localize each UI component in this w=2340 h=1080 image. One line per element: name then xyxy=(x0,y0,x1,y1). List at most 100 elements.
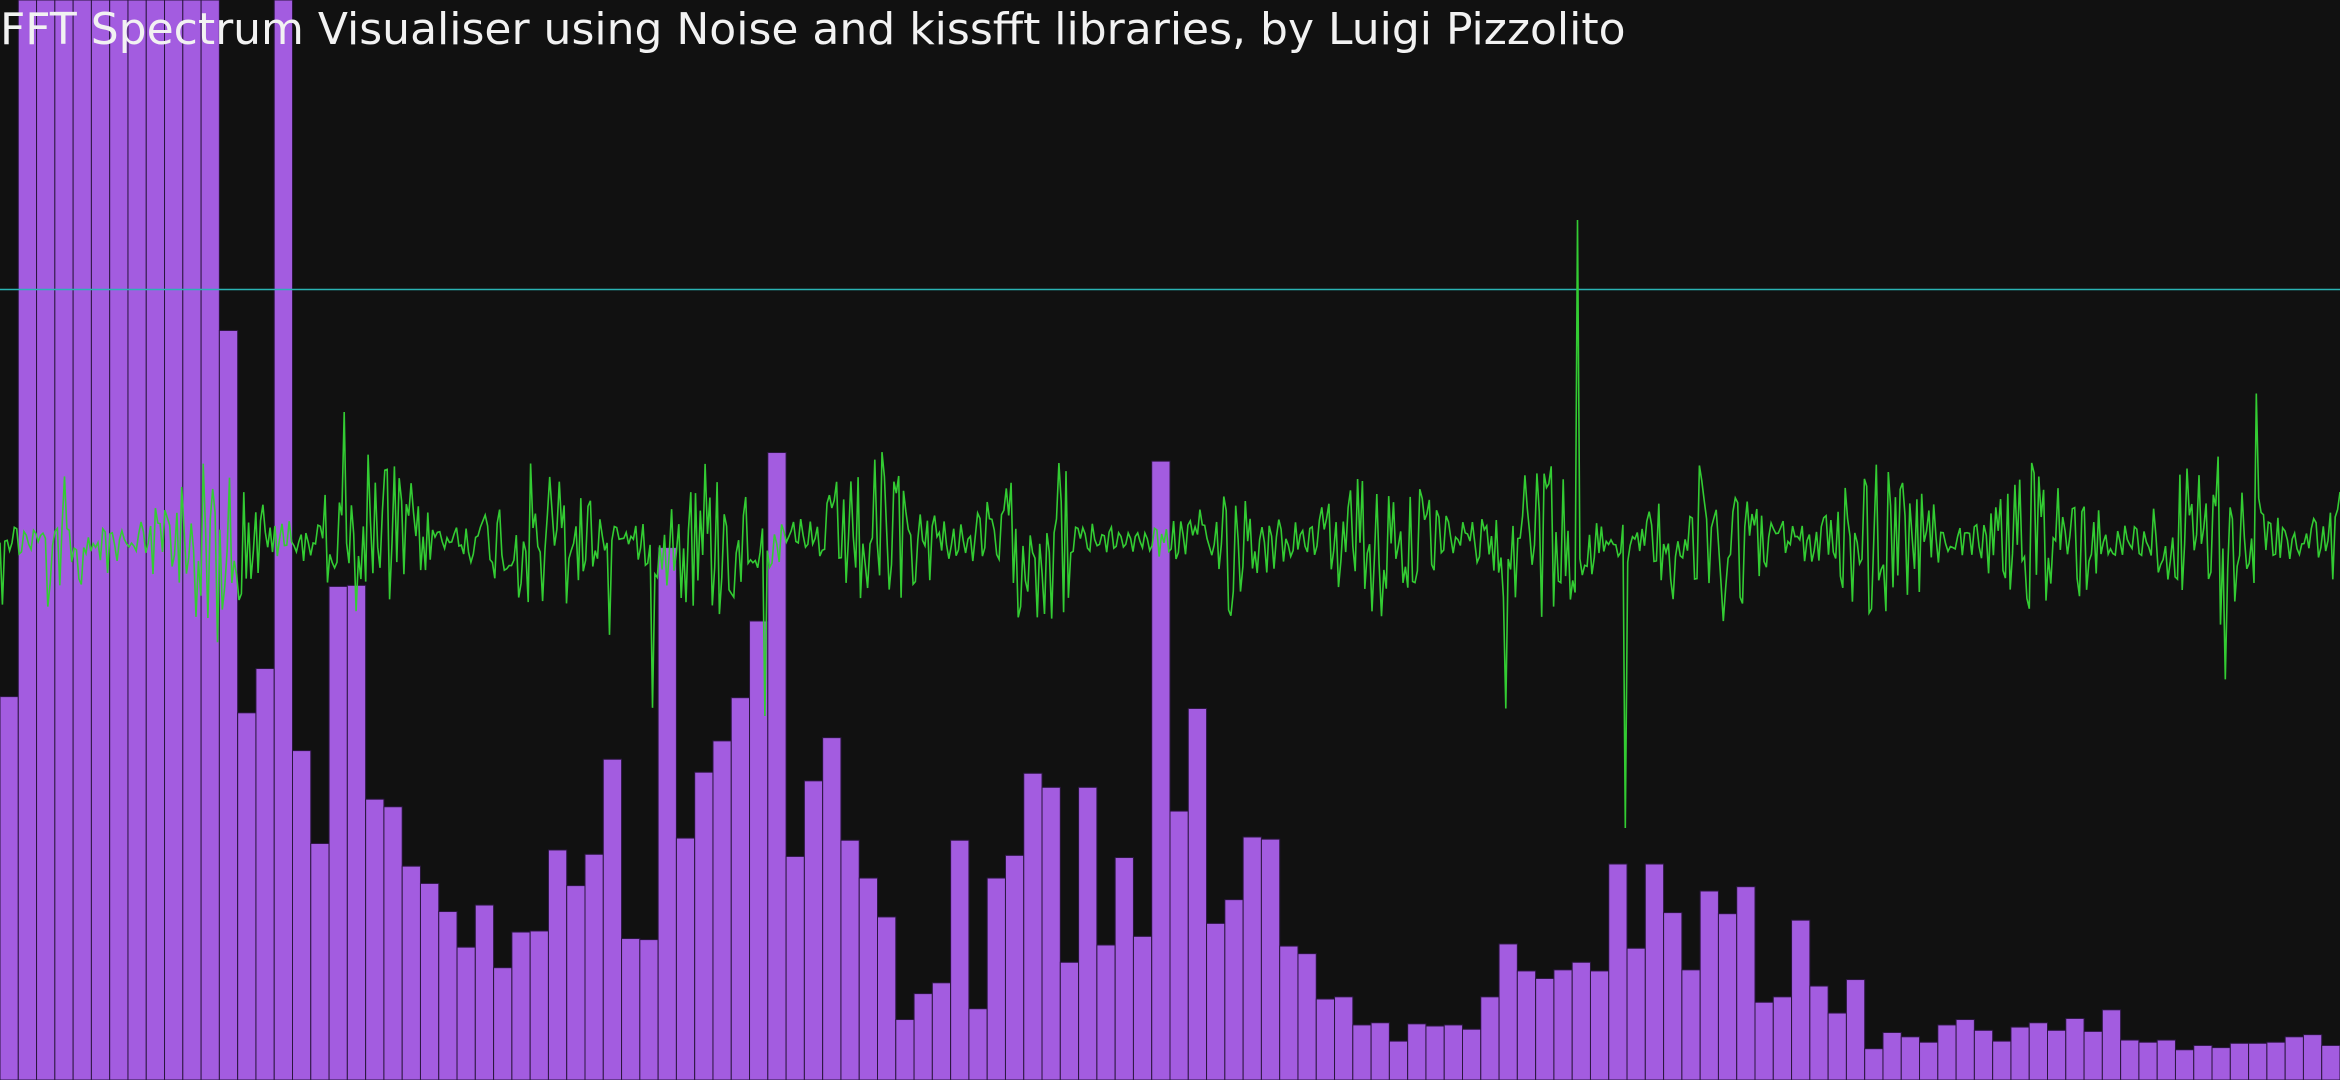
spectrum-bar xyxy=(1663,912,1683,1080)
spectrum-bar xyxy=(218,329,239,1080)
spectrum-bar xyxy=(1882,1031,1902,1080)
spectrum-bar xyxy=(1937,1024,1957,1080)
spectrum-bar xyxy=(1388,1040,1409,1080)
spectrum-bar xyxy=(1900,1036,1921,1080)
spectrum-bar xyxy=(2266,1041,2286,1080)
spectrum-bar xyxy=(1535,977,1555,1080)
spectrum-bar xyxy=(1553,969,1573,1080)
spectrum-bar xyxy=(1644,863,1665,1080)
spectrum-bar xyxy=(1315,998,1336,1080)
spectrum-bar xyxy=(1699,890,1719,1080)
spectrum-bar xyxy=(2047,1029,2067,1080)
spectrum-bar xyxy=(2211,1047,2231,1080)
spectrum-bar xyxy=(1608,863,1628,1080)
spectrum-bar xyxy=(2174,1049,2195,1080)
spectrum-bar xyxy=(931,982,952,1080)
spectrum-bar xyxy=(1041,786,1061,1080)
spectrum-bar xyxy=(456,946,476,1080)
spectrum-bar xyxy=(1132,935,1153,1080)
spectrum-bar xyxy=(529,930,549,1080)
spectrum-bar xyxy=(584,853,604,1080)
spectrum-bar xyxy=(675,837,696,1080)
spectrum-bar xyxy=(2284,1036,2304,1080)
spectrum-bar xyxy=(1023,772,1043,1080)
spectrum-bar xyxy=(1370,1022,1390,1080)
waveform-line xyxy=(0,219,2340,829)
spectrum-bar xyxy=(2229,1042,2250,1080)
spectrum-bar xyxy=(1827,1012,1847,1080)
page-title: FFT Spectrum Visualiser using Noise and … xyxy=(0,4,1626,55)
spectrum-bar xyxy=(1059,961,1080,1080)
spectrum-bar xyxy=(566,885,586,1080)
spectrum-bar xyxy=(292,750,312,1080)
spectrum-bar xyxy=(237,712,257,1080)
spectrum-bar xyxy=(2302,1034,2323,1080)
spectrum-bar xyxy=(803,780,824,1080)
spectrum-bar xyxy=(1681,969,1701,1080)
spectrum-bar xyxy=(547,849,568,1080)
spectrum-bar xyxy=(1004,854,1025,1080)
spectrum-bar xyxy=(1242,836,1262,1080)
spectrum-bar xyxy=(730,697,751,1080)
spectrum-bar xyxy=(2083,1030,2103,1080)
spectrum-bar xyxy=(1919,1041,1939,1080)
spectrum-bar xyxy=(1791,919,1811,1080)
spectrum-bar xyxy=(986,877,1006,1080)
spectrum-bar xyxy=(1809,985,1829,1080)
spectrum-bar xyxy=(822,737,842,1080)
spectrum-bar xyxy=(639,939,659,1080)
spectrum-bar xyxy=(858,877,878,1080)
spectrum-bar xyxy=(2010,1026,2030,1080)
spectrum-bar xyxy=(712,740,732,1080)
spectrum-bar xyxy=(2065,1017,2085,1080)
spectrum-bar xyxy=(474,904,495,1080)
spectrum-bar xyxy=(2248,1042,2268,1080)
spectrum-bar xyxy=(2101,1009,2122,1080)
spectrum-bar xyxy=(694,771,714,1080)
spectrum-bar xyxy=(840,839,860,1080)
spectrum-bar xyxy=(1717,913,1738,1080)
spectrum-bar xyxy=(1279,945,1299,1080)
spectrum-bar xyxy=(1096,944,1116,1080)
spectrum-bar xyxy=(1206,922,1226,1080)
spectrum-bar xyxy=(0,696,19,1080)
spectrum-bar xyxy=(1352,1024,1372,1080)
spectrum-bar xyxy=(785,855,805,1080)
spectrum-bar xyxy=(419,882,440,1080)
spectrum-bar xyxy=(1187,707,1208,1080)
spectrum-bar xyxy=(895,1019,915,1080)
spectrum-bar xyxy=(621,938,641,1080)
spectrum-bar xyxy=(438,911,458,1080)
spectrum-bar xyxy=(1626,947,1646,1080)
spectrum-bar xyxy=(401,865,421,1080)
spectrum-bar xyxy=(1425,1025,1445,1080)
spectrum-bar xyxy=(1297,953,1317,1080)
spectrum-bar xyxy=(493,967,513,1080)
spectrum-bar xyxy=(328,585,348,1080)
spectrum-bar xyxy=(1571,961,1591,1080)
spectrum-bar xyxy=(1334,996,1354,1080)
spectrum-bar xyxy=(1955,1019,1975,1080)
spectrum-bar xyxy=(968,1008,988,1080)
spectrum-bar xyxy=(657,547,677,1080)
spectrum-bar xyxy=(913,993,933,1080)
spectrum-bar xyxy=(346,584,367,1080)
spectrum-bar xyxy=(2120,1039,2140,1080)
spectrum-bar xyxy=(1443,1024,1463,1080)
spectrum-bar xyxy=(1772,996,1793,1080)
spectrum-bar xyxy=(950,839,970,1080)
spectrum-bar xyxy=(383,806,403,1080)
spectrum-bar xyxy=(1260,838,1281,1080)
spectrum-bar xyxy=(1973,1029,1994,1080)
spectrum-bar xyxy=(1992,1040,2012,1080)
spectrum-bar xyxy=(877,916,897,1080)
spectrum-bar xyxy=(2156,1039,2176,1080)
spectrum-bar xyxy=(1224,899,1244,1080)
spectrum-bar xyxy=(1589,970,1610,1080)
spectrum-bar xyxy=(1516,970,1537,1080)
spectrum-bar xyxy=(602,758,623,1080)
spectrum-bar xyxy=(1078,786,1098,1080)
